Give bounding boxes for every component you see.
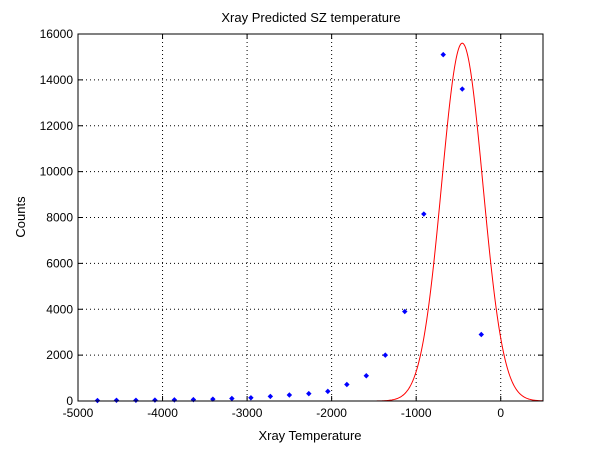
data-point <box>306 390 312 397</box>
data-point <box>248 395 254 401</box>
x-tick-label: -5000 <box>63 406 94 420</box>
x-axis-title: Xray Temperature <box>258 428 361 443</box>
x-tick-label: -2000 <box>316 406 347 420</box>
chart-title: Xray Predicted SZ temperature <box>221 10 400 25</box>
x-tick-label: -3000 <box>232 406 263 420</box>
x-axis-ticks: -5000 -4000 -3000 -2000 -1000 0 <box>63 34 504 420</box>
y-tick-label: 8000 <box>46 211 73 225</box>
data-point <box>344 381 350 388</box>
x-tick-label: 0 <box>497 406 504 420</box>
data-point <box>286 392 293 398</box>
y-tick-label: 6000 <box>46 256 73 270</box>
data-point <box>421 211 427 217</box>
data-point <box>152 397 158 403</box>
y-tick-label: 14000 <box>40 73 74 87</box>
y-tick-label: 4000 <box>46 302 73 316</box>
data-point <box>171 397 178 403</box>
data-point <box>459 86 465 92</box>
data-point <box>402 308 408 315</box>
y-tick-label: 2000 <box>46 348 73 362</box>
data-point <box>363 373 370 379</box>
x-tick-label: -1000 <box>401 406 432 420</box>
y-tick-label: 10000 <box>40 165 74 179</box>
data-point <box>267 393 274 400</box>
grid-lines <box>78 34 543 401</box>
y-tick-label: 16000 <box>40 27 74 41</box>
x-tick-label: -4000 <box>147 406 178 420</box>
y-tick-label: 0 <box>66 394 73 408</box>
data-point <box>478 331 485 338</box>
y-tick-label: 12000 <box>40 119 74 133</box>
data-point <box>382 352 389 358</box>
y-axis-ticks: 0 2000 4000 6000 8000 10000 12000 14000 16000 <box>40 27 543 408</box>
data-point <box>325 388 331 395</box>
y-axis-title: Counts <box>13 196 28 238</box>
data-point <box>440 51 446 58</box>
